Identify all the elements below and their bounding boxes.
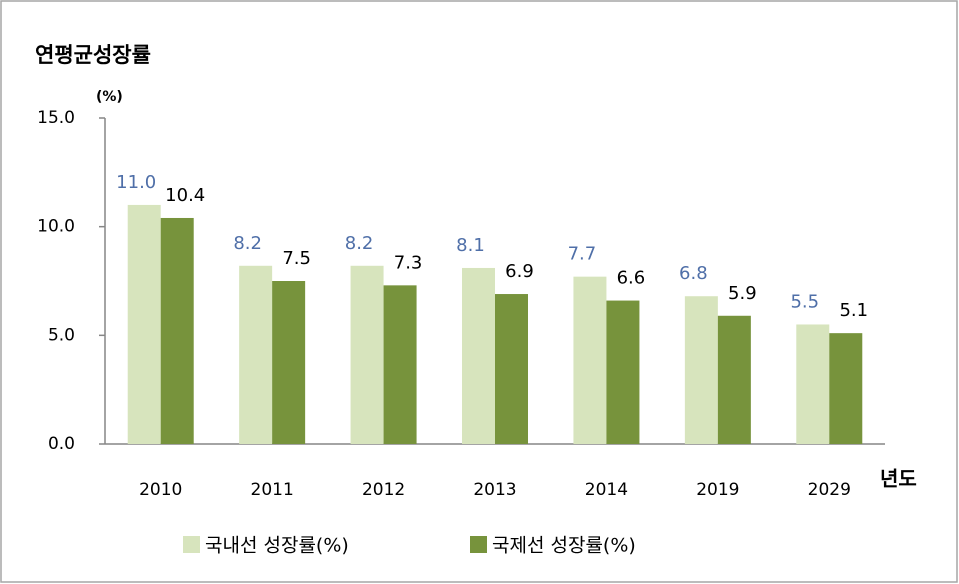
bar (383, 285, 417, 444)
data-label: 8.2 (233, 233, 262, 254)
data-label: 8.1 (456, 235, 485, 256)
bar (272, 281, 306, 444)
data-label: 5.9 (728, 283, 757, 304)
bar (796, 324, 830, 444)
data-label: 10.4 (165, 185, 205, 206)
x-axis-label: 년도 (880, 467, 917, 491)
bar (573, 276, 607, 444)
legend-swatch (183, 536, 200, 553)
data-label: 7.5 (282, 248, 311, 269)
bar (127, 204, 161, 444)
data-label: 5.5 (790, 291, 819, 312)
x-tick-label: 2010 (139, 480, 182, 500)
x-tick-label: 2014 (585, 480, 628, 500)
data-label: 11.0 (116, 172, 156, 193)
chart-title: 연평균성장률 (35, 43, 151, 67)
bar (684, 296, 718, 444)
y-tick-label: 0.0 (48, 434, 75, 454)
data-label: 7.7 (568, 244, 597, 265)
bar (495, 294, 528, 444)
data-label: 8.2 (345, 233, 374, 254)
legend-label: 국내선 성장률(%) (205, 535, 349, 557)
x-tick-label: 2019 (696, 480, 739, 500)
data-label: 6.9 (505, 261, 534, 282)
x-tick-label: 2011 (251, 480, 294, 500)
bar (462, 267, 495, 444)
y-tick-label: 10.0 (37, 217, 75, 237)
bar (239, 265, 273, 444)
legend-swatch (470, 536, 487, 553)
bar (829, 333, 863, 444)
y-tick-label: 15.0 (37, 108, 75, 128)
bar (717, 315, 751, 444)
legend-label: 국제선 성장률(%) (492, 535, 636, 557)
y-unit: (%) (96, 89, 123, 105)
x-tick-label: 2012 (362, 480, 405, 500)
x-tick-label: 2013 (473, 480, 516, 500)
bar (350, 265, 384, 444)
y-tick-label: 5.0 (48, 325, 75, 345)
data-label: 6.8 (679, 263, 708, 284)
bar (160, 217, 194, 444)
data-label: 5.1 (839, 300, 868, 321)
data-label: 7.3 (394, 252, 423, 273)
bar (606, 300, 640, 444)
x-tick-label: 2029 (808, 480, 851, 500)
data-label: 6.6 (617, 268, 646, 289)
